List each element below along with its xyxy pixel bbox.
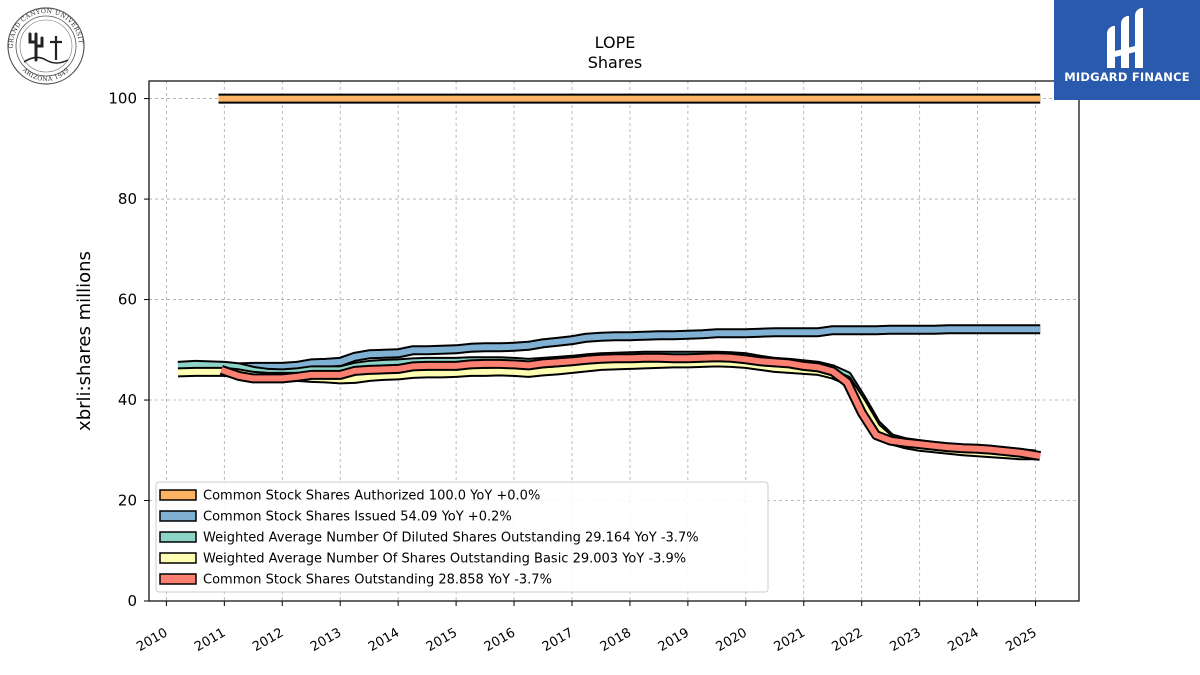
legend-label: Common Stock Shares Authorized 100.0 YoY… (203, 489, 540, 504)
series-line (220, 354, 1041, 459)
legend-label: Weighted Average Number Of Shares Outsta… (203, 552, 686, 567)
grand-canyon-university-seal-icon: GRAND CANYON UNIVERSITY ARIZONA 1949 (7, 7, 85, 85)
legend-swatch (159, 489, 197, 501)
brand-name: MIDGARD FINANCE (1064, 70, 1190, 84)
y-axis-label: xbrli:shares millions (74, 251, 95, 431)
y-tick-label: 80 (118, 190, 137, 208)
y-tick-label: 40 (118, 391, 137, 409)
legend-swatch (159, 510, 197, 522)
legend-box (155, 481, 769, 593)
legend-swatch (159, 552, 197, 564)
y-tick-label: 60 (118, 291, 137, 309)
y-tick-label: 20 (118, 492, 137, 510)
plot-frame (148, 80, 1080, 602)
series-2 (238, 324, 1041, 373)
midgard-finance-logo-icon: MIDGARD FINANCE (1054, 0, 1200, 100)
series-layer (177, 93, 1042, 461)
legend: Common Stock Shares Authorized 100.0 YoY… (155, 481, 769, 593)
y-tick-label: 0 (127, 592, 137, 610)
legend-swatch (159, 531, 197, 543)
legend-label: Common Stock Shares Issued 54.09 YoY +0.… (203, 510, 512, 525)
legend-swatch (159, 573, 197, 585)
chart-title: LOPE (595, 33, 636, 52)
series-5 (219, 352, 1042, 461)
legend-label: Weighted Average Number Of Diluted Share… (203, 531, 699, 546)
legend-label: Common Stock Shares Outstanding 28.858 Y… (203, 573, 552, 588)
chart-subtitle: Shares (588, 53, 643, 72)
series-line (238, 326, 1041, 371)
y-tick-label: 100 (108, 90, 137, 108)
y-axis-ticks: 0 20 40 60 80 100 (108, 90, 149, 610)
